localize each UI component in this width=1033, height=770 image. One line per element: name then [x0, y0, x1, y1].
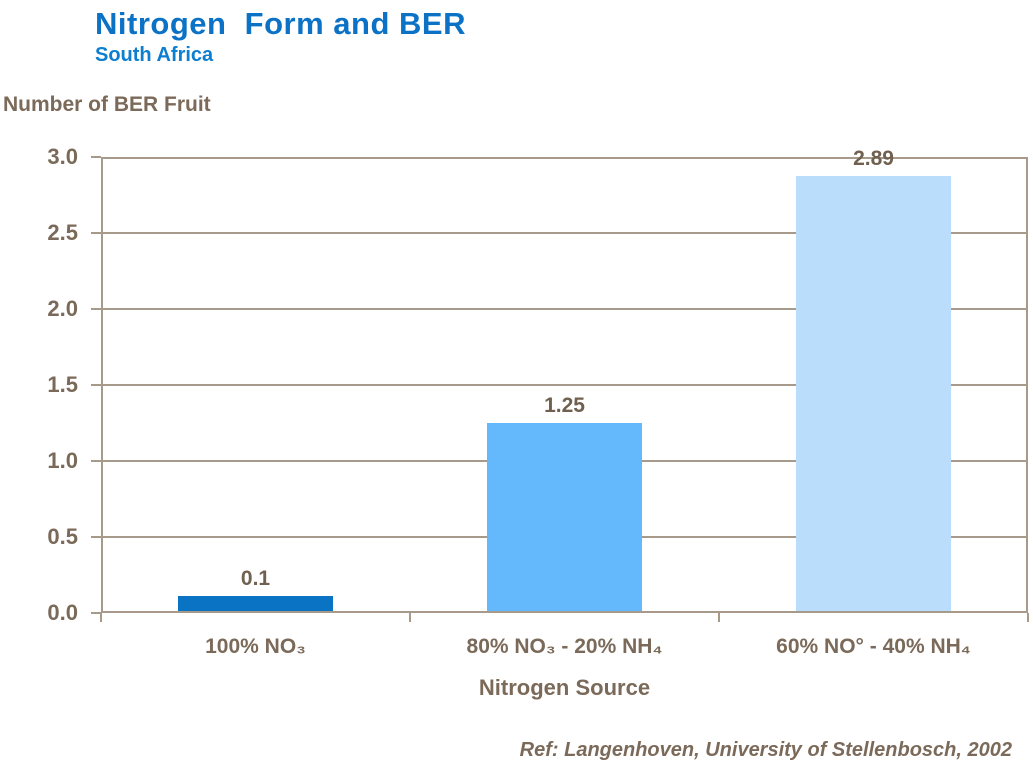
- y-tick-label: 3.0: [47, 144, 78, 169]
- gridline: [101, 384, 1028, 386]
- x-category-label: 60% NO° - 40% NH₄: [776, 635, 971, 658]
- gridline: [101, 232, 1028, 234]
- x-tick-mark: [1027, 613, 1029, 622]
- bar-value-label: 2.89: [853, 147, 894, 170]
- y-tick-label: 0.5: [47, 524, 78, 549]
- bar-value-label: 1.25: [544, 394, 585, 417]
- reference-text: Ref: Langenhoven, University of Stellenb…: [519, 739, 1012, 761]
- y-tick-mark: [91, 156, 101, 158]
- y-tick-mark: [91, 536, 101, 538]
- x-axis-title: Nitrogen Source: [478, 675, 651, 700]
- y-axis-title: Number of BER Fruit: [3, 93, 211, 116]
- y-tick-label: 2.0: [47, 296, 78, 321]
- x-category-label: 100% NO₃: [205, 635, 306, 658]
- chart-subtitle: South Africa: [95, 44, 214, 66]
- y-tick-mark: [91, 232, 101, 234]
- y-tick-mark: [91, 460, 101, 462]
- x-tick-mark: [409, 613, 411, 622]
- y-tick-label: 2.5: [47, 220, 78, 245]
- bar: [487, 423, 642, 611]
- y-tick-label: 1.5: [47, 372, 78, 397]
- x-tick-mark: [718, 613, 720, 622]
- bar: [178, 596, 333, 611]
- y-tick-label: 1.0: [47, 448, 78, 473]
- x-category-label: 80% NO₃ - 20% NH₄: [466, 635, 663, 658]
- gridline: [101, 308, 1028, 310]
- y-tick-mark: [91, 308, 101, 310]
- y-tick-mark: [91, 612, 101, 614]
- y-tick-mark: [91, 384, 101, 386]
- y-tick-label: 0.0: [47, 600, 78, 625]
- bar-value-label: 0.1: [240, 567, 271, 590]
- chart-title: Nitrogen Form and BER: [95, 6, 466, 41]
- bar: [796, 176, 951, 611]
- x-tick-mark: [100, 613, 102, 622]
